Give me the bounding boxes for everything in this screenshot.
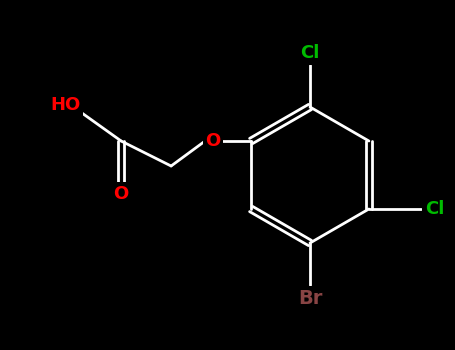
- Text: O: O: [206, 132, 221, 150]
- Text: O: O: [113, 185, 129, 203]
- Text: Cl: Cl: [300, 44, 320, 62]
- Text: Cl: Cl: [425, 200, 445, 218]
- Text: Br: Br: [298, 288, 322, 308]
- Text: HO: HO: [50, 96, 80, 114]
